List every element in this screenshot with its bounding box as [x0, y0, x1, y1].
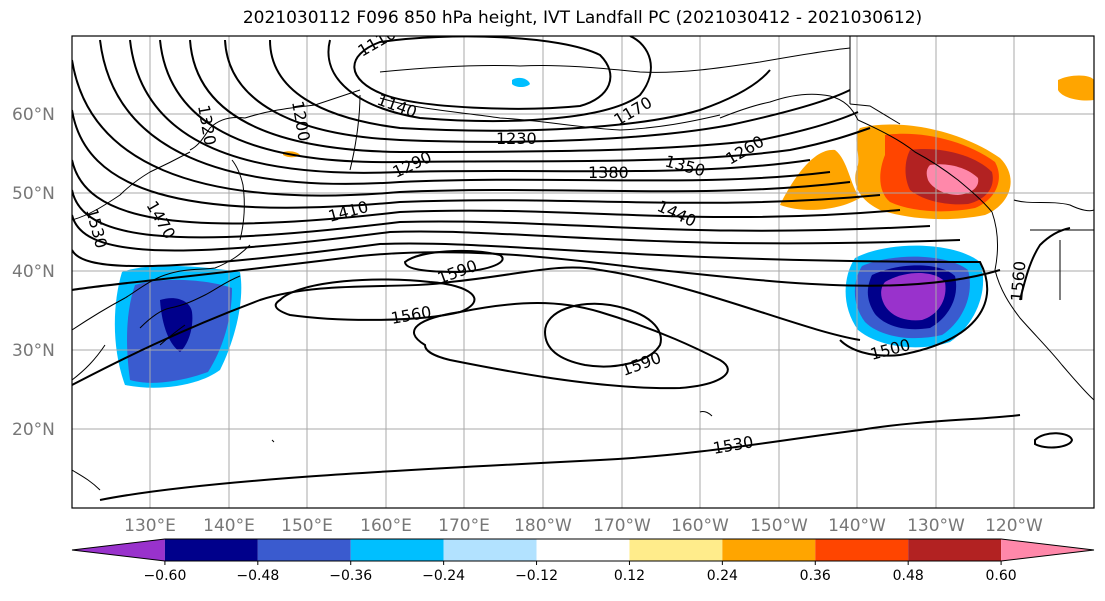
colorbar: −0.60 −0.48 −0.36 −0.24 −0.12 0.12 0.24 0.36 0.4…	[71, 538, 1095, 584]
lon-label-170w: 170°W	[593, 516, 651, 536]
colorbar-cell	[257, 539, 351, 561]
lat-label-40n: 40°N	[12, 262, 55, 282]
lon-label-130w: 130°W	[907, 516, 965, 536]
colorbar-cell	[350, 539, 444, 561]
lat-label-60n: 60°N	[12, 105, 55, 125]
lat-label-50n: 50°N	[12, 184, 55, 204]
height-contours	[72, 36, 1074, 501]
lat-label-20n: 20°N	[12, 420, 55, 440]
colorbar-tick-label: 0.24	[707, 568, 738, 584]
contour-label-1560-east: 1560	[1007, 260, 1029, 302]
lon-label-150w: 150°W	[750, 516, 808, 536]
lon-label-170e: 170°E	[438, 516, 490, 536]
lon-label-150e: 150°E	[281, 516, 333, 536]
colorbar-cells	[71, 538, 1095, 562]
ivt-positive-alaska-patch	[1058, 75, 1094, 101]
lat-label-30n: 30°N	[12, 341, 55, 361]
contour-label-1380: 1380	[588, 163, 629, 182]
lon-label-140w: 140°W	[828, 516, 886, 536]
lon-label-130e: 130°E	[124, 516, 176, 536]
colorbar-tick-label: 0.36	[800, 568, 831, 584]
colorbar-tick-label: −0.60	[143, 568, 186, 584]
ivt-negative-japan-core	[160, 298, 193, 352]
colorbar-cell	[1001, 539, 1094, 561]
lon-label-140e: 140°E	[203, 516, 255, 536]
colorbar-tick-label: −0.36	[329, 568, 372, 584]
colorbar-cell	[815, 539, 909, 561]
colorbar-cell	[908, 539, 1002, 561]
lon-label-120w: 120°W	[985, 516, 1043, 536]
lon-label-180w: 180°W	[514, 516, 572, 536]
colorbar-cell	[722, 539, 816, 561]
colorbar-ticks: −0.60 −0.48 −0.36 −0.24 −0.12 0.12 0.24 0.36 0.4…	[143, 561, 1017, 584]
lon-label-160w: 160°W	[671, 516, 729, 536]
colorbar-tick-label: 0.60	[986, 568, 1017, 584]
colorbar-tick-label: −0.12	[515, 568, 558, 584]
ivt-positive-pink-core	[926, 164, 979, 195]
colorbar-cell	[629, 539, 723, 561]
colorbar-tick-label: 0.48	[893, 568, 924, 584]
contour-label-1230: 1230	[496, 129, 537, 148]
colorbar-cell	[164, 539, 258, 561]
colorbar-cell	[72, 539, 165, 561]
colorbar-tick-label: −0.24	[422, 568, 465, 584]
ivt-negative-small-patch	[512, 77, 530, 87]
lat-labels: 60°N 50°N 40°N 30°N 20°N	[12, 105, 55, 440]
colorbar-tick-label: 0.12	[614, 568, 645, 584]
colorbar-tick-label: −0.48	[236, 568, 279, 584]
colorbar-cell	[443, 539, 537, 561]
colorbar-cell	[536, 539, 630, 561]
map-title: 2021030112 F096 850 hPa height, IVT Land…	[242, 8, 923, 28]
lon-labels: 130°E 140°E 150°E 160°E 170°E 180°W 170°…	[124, 516, 1043, 536]
ivt-positive-west-lobe	[780, 149, 860, 210]
lon-label-160e: 160°E	[360, 516, 412, 536]
map-frame	[71, 35, 1095, 509]
